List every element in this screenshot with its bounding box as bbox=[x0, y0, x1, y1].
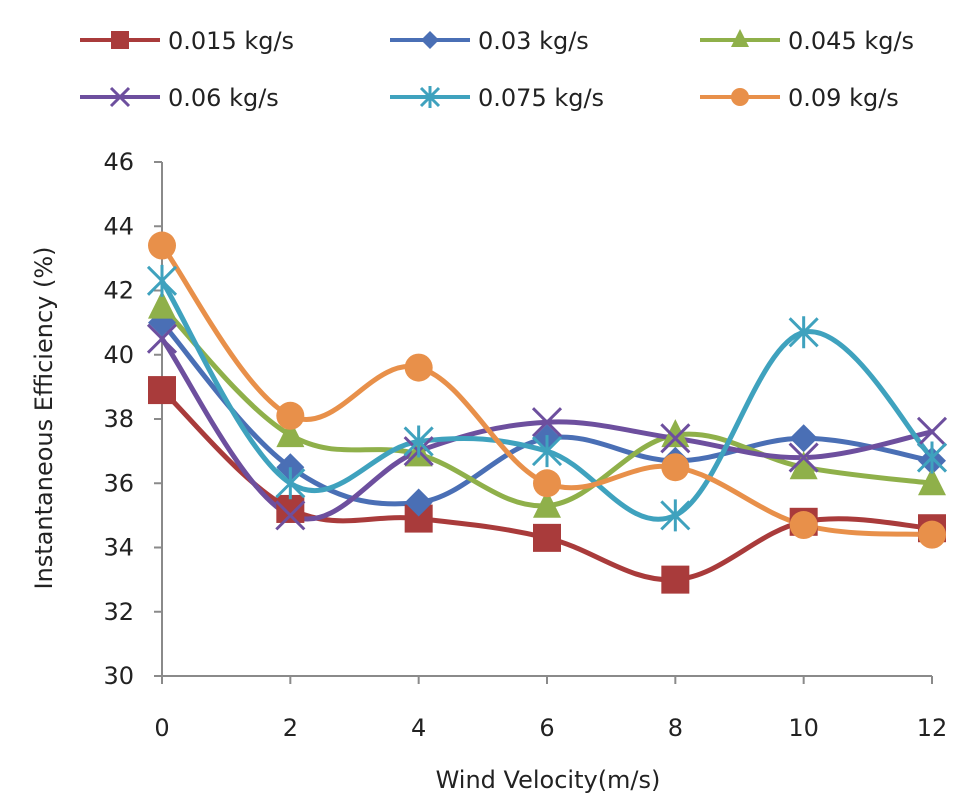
data-point bbox=[533, 469, 561, 498]
legend: 0.015 kg/s 0.03 kg/s 0.045 kg/s 0.06 kg/s 0.… bbox=[80, 27, 914, 112]
data-point bbox=[276, 494, 305, 523]
data-point bbox=[533, 523, 561, 552]
legend-item: 0.015 kg/s bbox=[80, 27, 294, 55]
legend-marker bbox=[111, 31, 129, 49]
data-point bbox=[276, 401, 305, 430]
legend-marker bbox=[731, 29, 749, 47]
legend-marker bbox=[419, 86, 441, 108]
data-point bbox=[146, 264, 178, 297]
data-point bbox=[403, 425, 434, 458]
y-axis-title: Instantaneous Efficiency (%) bbox=[30, 246, 58, 589]
legend-item: 0.09 kg/s bbox=[700, 84, 899, 112]
y-tick-label: 36 bbox=[103, 469, 134, 497]
data-point bbox=[661, 453, 690, 482]
legend-marker bbox=[421, 31, 439, 49]
legend-item: 0.045 kg/s bbox=[700, 27, 914, 55]
data-point bbox=[660, 499, 691, 532]
legend-item: 0.03 kg/s bbox=[390, 27, 589, 55]
y-tick-label: 32 bbox=[103, 598, 134, 626]
y-tick-label: 44 bbox=[103, 212, 134, 240]
x-tick-label: 6 bbox=[539, 714, 554, 742]
y-tick-label: 42 bbox=[103, 277, 134, 305]
series-markers-group bbox=[146, 264, 948, 532]
data-point bbox=[788, 316, 819, 349]
x-axis-title: Wind Velocity(m/s) bbox=[436, 766, 661, 794]
y-tick-label: 34 bbox=[103, 534, 134, 562]
data-point bbox=[146, 323, 178, 354]
legend-marker bbox=[731, 88, 749, 106]
data-point bbox=[916, 416, 948, 447]
x-tick-label: 10 bbox=[788, 714, 819, 742]
legend-label: 0.075 kg/s bbox=[478, 84, 604, 112]
x-tick-label: 12 bbox=[917, 714, 948, 742]
legend-label: 0.06 kg/s bbox=[168, 84, 279, 112]
series-markers-group bbox=[146, 323, 948, 531]
x-tick-label: 2 bbox=[283, 714, 298, 742]
y-tick-label: 30 bbox=[103, 662, 134, 690]
data-point bbox=[918, 467, 946, 496]
y-tick-label: 38 bbox=[103, 405, 134, 433]
y-tick-label: 46 bbox=[103, 148, 134, 176]
data-point bbox=[660, 423, 691, 454]
data-point bbox=[789, 511, 818, 540]
data-point bbox=[404, 353, 433, 382]
data-point bbox=[661, 419, 690, 448]
data-point bbox=[533, 489, 561, 518]
data-point bbox=[531, 435, 563, 468]
data-point bbox=[148, 376, 176, 405]
data-point bbox=[404, 488, 433, 517]
legend-item: 0.075 kg/s bbox=[390, 84, 604, 112]
x-tick-label: 8 bbox=[668, 714, 683, 742]
legend-label: 0.015 kg/s bbox=[168, 27, 294, 55]
series-markers-group bbox=[148, 231, 946, 549]
data-point bbox=[918, 520, 946, 549]
legend-item: 0.06 kg/s bbox=[80, 84, 279, 112]
data-point bbox=[916, 441, 948, 474]
data-point bbox=[275, 500, 306, 531]
legend-label: 0.045 kg/s bbox=[788, 27, 914, 55]
legend-label: 0.03 kg/s bbox=[478, 27, 589, 55]
legend-marker bbox=[109, 86, 131, 108]
data-point bbox=[148, 290, 176, 319]
x-tick-label: 0 bbox=[154, 714, 169, 742]
data-point bbox=[789, 424, 818, 453]
y-tick-label: 40 bbox=[103, 341, 134, 369]
series-markers bbox=[146, 231, 948, 594]
legend-label: 0.09 kg/s bbox=[788, 84, 899, 112]
data-point bbox=[275, 467, 306, 500]
data-point bbox=[788, 442, 819, 473]
data-point bbox=[148, 231, 176, 260]
data-point bbox=[531, 407, 563, 438]
data-point bbox=[661, 565, 690, 594]
x-tick-label: 4 bbox=[411, 714, 426, 742]
data-point bbox=[276, 419, 305, 448]
data-point bbox=[789, 451, 818, 480]
